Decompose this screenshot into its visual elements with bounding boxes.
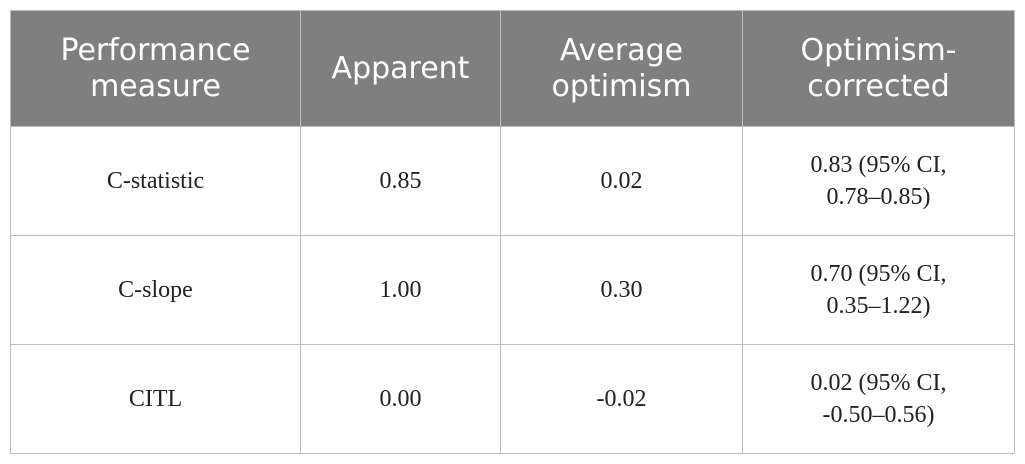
cell-line: 0.35–1.22) bbox=[826, 293, 931, 319]
header-average-optimism: Average optimism bbox=[500, 10, 743, 127]
header-line: optimism bbox=[551, 68, 692, 104]
header-optimism-corrected: Optimism- corrected bbox=[742, 10, 1015, 127]
table-row: C-slope 1.00 0.30 0.70 (95% CI, 0.35–1.2… bbox=[10, 235, 1015, 345]
cell-line: 0.02 (95% CI, bbox=[810, 370, 947, 396]
header-line: Apparent bbox=[331, 50, 470, 86]
table-body: C-statistic 0.85 0.02 0.83 (95% CI, 0.78… bbox=[10, 126, 1015, 454]
cell-optimism-corrected: 0.70 (95% CI, 0.35–1.22) bbox=[742, 235, 1015, 345]
cell-measure: C-statistic bbox=[10, 126, 301, 236]
header-line: Performance bbox=[60, 32, 251, 68]
cell-optimism-corrected: 0.02 (95% CI, -0.50–0.56) bbox=[742, 344, 1015, 454]
cell-average-optimism: 0.02 bbox=[500, 126, 743, 236]
header-row: Performance measure Apparent Average opt… bbox=[10, 10, 1015, 127]
cell-apparent: 1.00 bbox=[300, 235, 501, 345]
cell-line: -0.50–0.56) bbox=[822, 402, 935, 428]
cell-average-optimism: 0.30 bbox=[500, 235, 743, 345]
header-line: Optimism- bbox=[800, 32, 957, 68]
cell-line: 0.78–0.85) bbox=[826, 184, 931, 210]
header-apparent: Apparent bbox=[300, 10, 501, 127]
cell-measure: C-slope bbox=[10, 235, 301, 345]
cell-measure: CITL bbox=[10, 344, 301, 454]
cell-line: 0.70 (95% CI, bbox=[810, 261, 947, 287]
table-row: C-statistic 0.85 0.02 0.83 (95% CI, 0.78… bbox=[10, 126, 1015, 236]
cell-average-optimism: -0.02 bbox=[500, 344, 743, 454]
header-line: measure bbox=[90, 68, 221, 104]
cell-line: 0.83 (95% CI, bbox=[810, 152, 947, 178]
table-header: Performance measure Apparent Average opt… bbox=[10, 10, 1015, 127]
cell-apparent: 0.85 bbox=[300, 126, 501, 236]
cell-apparent: 0.00 bbox=[300, 344, 501, 454]
header-line: Average bbox=[559, 32, 684, 68]
header-line: corrected bbox=[807, 68, 950, 104]
header-performance-measure: Performance measure bbox=[10, 10, 301, 127]
performance-table: Performance measure Apparent Average opt… bbox=[10, 10, 1015, 454]
table-row: CITL 0.00 -0.02 0.02 (95% CI, -0.50–0.56… bbox=[10, 344, 1015, 454]
cell-optimism-corrected: 0.83 (95% CI, 0.78–0.85) bbox=[742, 126, 1015, 236]
